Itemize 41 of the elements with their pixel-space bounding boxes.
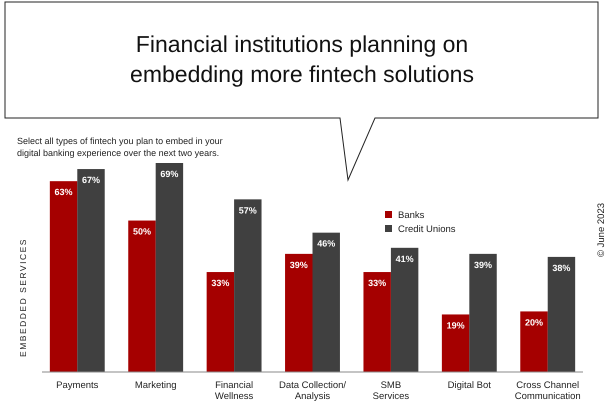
data-label: 39% [290,260,308,270]
bar [234,199,262,372]
bar [206,272,234,372]
x-tick-label: Marketing [134,380,177,391]
x-tick-label: Payments [56,380,99,391]
bar [156,163,184,372]
x-tick-label: Digital Bot [448,380,492,391]
bar [442,314,470,372]
x-tick-label: Data Collection/ Analysis [278,380,346,402]
data-label: 39% [474,260,492,270]
data-label: 63% [54,187,73,198]
x-tick-label: SMB Services [372,380,410,402]
bar [312,232,340,372]
legend-label: Credit Unions [398,224,456,235]
bar [390,248,418,372]
text: © June 2023 [596,202,607,258]
x-tick-label: Cross Channel Communication [514,380,581,402]
chart-subtitle: Select all types of fintech you plan to embed in your digital banking experience over the next two years. [17,136,223,158]
bar [77,169,105,372]
bar [469,254,497,372]
bar [548,256,576,372]
bar [520,311,548,372]
x-tick-label: Financial Wellness [214,380,254,402]
legend-label: Banks [398,210,425,221]
data-label: 57% [238,205,257,216]
data-label: 46% [317,238,336,249]
data-label: 38% [552,262,570,273]
data-label: 41% [396,254,414,264]
bar [128,220,156,372]
data-label: 50% [132,226,151,237]
bar [285,254,312,372]
data-label: 19% [446,320,465,330]
chart-title: Financial institutions planning on embedding more fintech solutions [130,31,474,87]
data-label: 69% [160,169,178,179]
data-label: 20% [524,317,544,328]
bar [50,181,78,372]
y-axis-title: EMBEDDED SERVICES [18,238,28,357]
data-label: 33% [211,278,230,288]
bar [363,272,391,372]
data-label: 33% [368,278,386,288]
data-label: 67% [82,175,100,186]
